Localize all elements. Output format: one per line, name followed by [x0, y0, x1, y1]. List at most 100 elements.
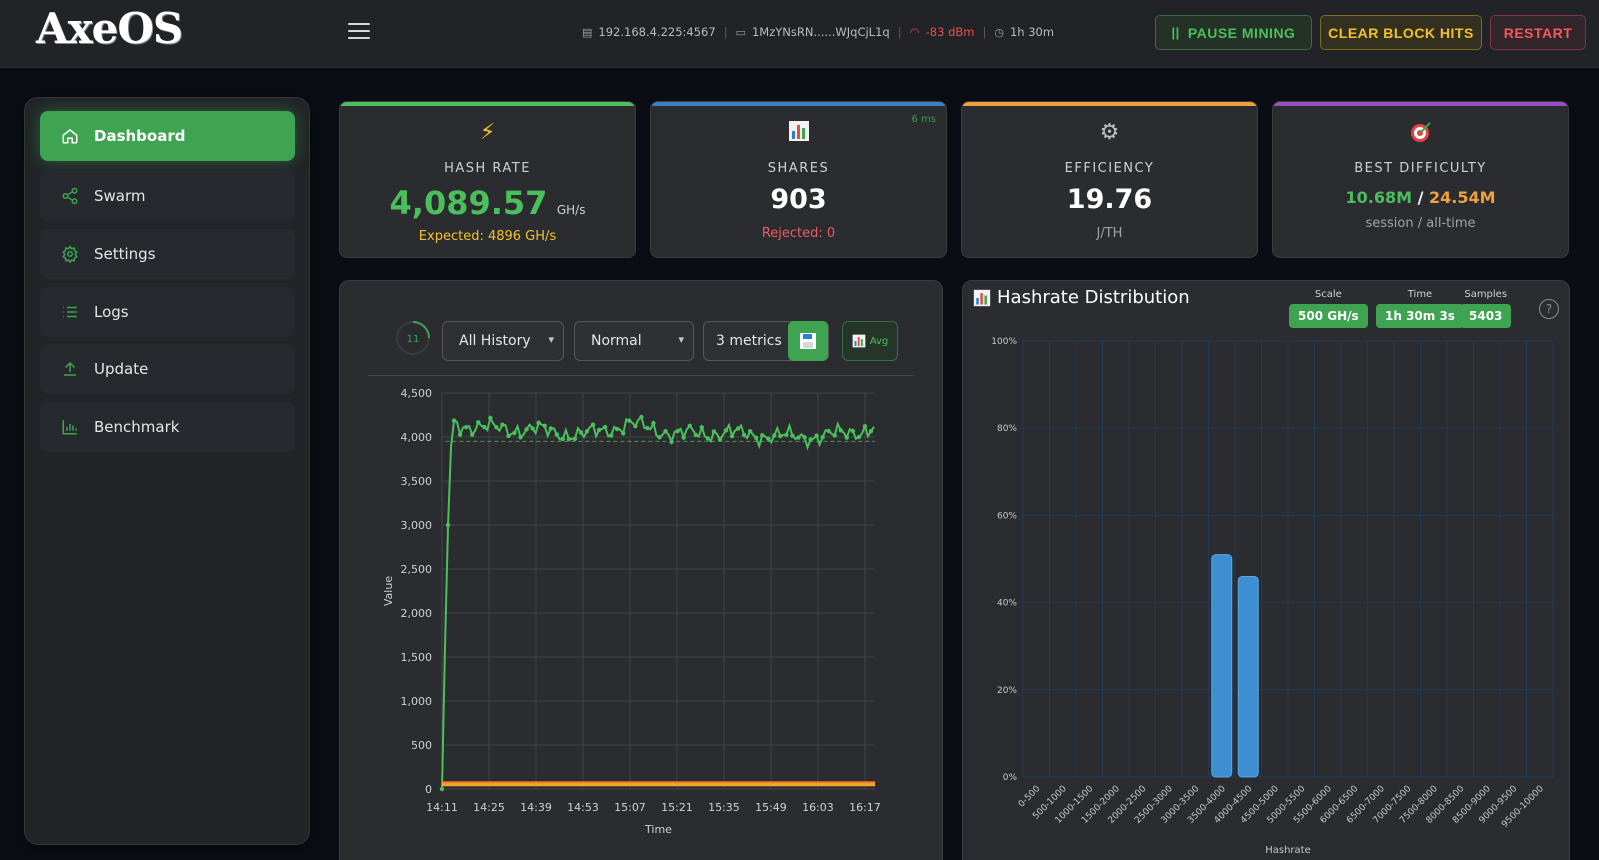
x-tick-label: 0-500: [1017, 784, 1043, 810]
sidebar-item-update[interactable]: Update: [40, 344, 295, 394]
y-tick-label: 4,000: [401, 431, 433, 444]
y-tick-label: 1,000: [401, 695, 433, 708]
scale-stat: Scale 500 GH/s: [1289, 289, 1368, 328]
hashrate-data-point: [602, 424, 608, 430]
hashrate-data-point: [790, 433, 795, 438]
menu-toggle-icon[interactable]: [348, 23, 370, 41]
shares-card: 6 ms SHARES 903 Rejected: 0: [650, 101, 947, 258]
ip-address: 192.168.4.225:4567: [598, 25, 716, 39]
device-status: ▤ 192.168.4.225:4567 | ▭ 1MzYNsRN......W…: [582, 25, 1054, 39]
distribution-bar: [1211, 554, 1233, 778]
hashrate-card: ⚡ HASH RATE 4,089.57 GH/s Expected: 4896…: [339, 101, 636, 258]
time-range-select[interactable]: All History ▾: [442, 321, 564, 361]
sidebar-item-benchmark[interactable]: Benchmark: [40, 402, 295, 452]
session-difficulty: 10.68M: [1345, 188, 1412, 207]
save-metrics-button[interactable]: [788, 321, 828, 361]
hashrate-data-point: [760, 432, 765, 438]
bar-chart-icon: [852, 334, 866, 348]
hashrate-distribution-panel: Hashrate Distribution Scale 500 GH/s Tim…: [962, 280, 1570, 860]
card-accent-line: [651, 102, 946, 106]
hashrate-data-point: [856, 434, 862, 440]
efficiency-card: ⚙ EFFICIENCY 19.76 J/TH: [961, 101, 1258, 258]
axeos-logo[interactable]: AxeOS: [36, 4, 183, 53]
help-icon[interactable]: ?: [1539, 299, 1559, 319]
floppy-disk-icon: [800, 333, 816, 349]
x-tick-label: 14:53: [567, 801, 599, 814]
x-tick-label: 15:35: [708, 801, 740, 814]
hashrate-data-point: [627, 418, 632, 423]
sidebar-item-label: Update: [94, 360, 149, 378]
x-tick-label: 14:25: [473, 801, 505, 814]
hashrate-data-point: [820, 435, 825, 440]
sidebar-item-settings[interactable]: Settings: [40, 229, 295, 279]
separator: /: [1417, 188, 1424, 207]
sidebar-item-label: Logs: [94, 303, 129, 321]
chevron-down-icon: ▾: [548, 333, 554, 346]
bar-chart-icon: [651, 120, 946, 148]
efficiency-unit: J/TH: [1096, 226, 1123, 241]
hashrate-data-point: [850, 428, 856, 434]
x-tick-label: 15:21: [661, 801, 693, 814]
hashrate-chart-panel: 11 All History ▾ Normal ▾ 3 metrics Avg …: [339, 280, 943, 860]
hashrate-data-point: [621, 431, 626, 436]
hashrate-data-point: [536, 420, 541, 426]
clear-block-hits-button[interactable]: CLEAR BLOCK HITS: [1320, 15, 1482, 50]
hashrate-data-point: [494, 424, 499, 430]
wallet-icon: ▭: [735, 25, 746, 39]
distribution-bar: [1237, 575, 1259, 778]
card-accent-line: [1273, 102, 1568, 106]
card-title: HASH RATE: [444, 161, 531, 176]
sidebar-item-label: Swarm: [94, 187, 146, 205]
sidebar-item-label: Settings: [94, 245, 156, 263]
hashrate-data-point: [705, 436, 711, 441]
network-icon: ▤: [582, 25, 593, 39]
chart-mode-select[interactable]: Normal ▾: [574, 321, 694, 361]
hashrate-data-point: [542, 423, 547, 429]
hashrate-data-point: [796, 435, 801, 440]
hashrate-data-point: [590, 422, 596, 427]
hashrate-data-point: [578, 430, 584, 435]
x-tick-label: 14:11: [426, 801, 458, 814]
difficulty-caption: session / all-time: [1365, 216, 1476, 231]
hashrate-data-point: [512, 430, 517, 436]
refresh-count: 11: [407, 334, 420, 345]
y-tick-label: 3,500: [401, 475, 433, 488]
hashrate-data-point: [663, 428, 668, 434]
y-axis-label: Value: [382, 576, 395, 606]
best-difficulty-card: BEST DIFFICULTY 10.68M / 24.54M session …: [1272, 101, 1569, 258]
y-tick-label: 0%: [1003, 773, 1018, 783]
hashrate-data-point: [723, 428, 729, 433]
y-tick-label: 2,000: [401, 607, 433, 620]
bar-chart-icon: [973, 289, 991, 306]
average-toggle-button[interactable]: Avg: [842, 321, 898, 361]
upload-icon: [60, 359, 80, 379]
y-tick-label: 0: [425, 783, 432, 796]
hashrate-data-point: [470, 432, 475, 437]
gear-icon: [60, 244, 80, 264]
list-icon: [60, 302, 80, 322]
x-tick-label: 14:39: [520, 801, 552, 814]
difficulty-values: 10.68M / 24.54M: [1273, 188, 1568, 207]
sidebar-item-logs[interactable]: Logs: [40, 287, 295, 337]
share-icon: [60, 186, 80, 206]
hashrate-data-point: [772, 433, 777, 438]
hashrate-line-chart: 0 500 1,000 1,500 2,000 2,500 3,000 3,500 4,000 4…: [382, 387, 881, 836]
hashrate-data-point: [741, 432, 747, 438]
hashrate-data-point: [482, 424, 487, 430]
hashrate-data-point: [560, 436, 566, 442]
card-title: EFFICIENCY: [1064, 161, 1155, 176]
hashrate-data-point: [778, 433, 783, 439]
separator: |: [723, 25, 728, 39]
pause-mining-label: PAUSE MINING: [1187, 24, 1296, 41]
hashrate-data-point: [439, 786, 445, 792]
efficiency-value: 19.76: [1066, 184, 1153, 215]
hashrate-data-point: [669, 439, 674, 445]
restart-button[interactable]: RESTART: [1490, 15, 1586, 50]
hashrate-data-point: [808, 437, 813, 442]
sidebar-item-swarm[interactable]: Swarm: [40, 171, 295, 221]
hashrate-data-point: [729, 433, 735, 439]
pause-mining-button[interactable]: || PAUSE MINING: [1155, 15, 1312, 50]
chart-mode-value: Normal: [591, 333, 642, 349]
samples-stat: Samples 5403: [1460, 289, 1512, 328]
sidebar-item-dashboard[interactable]: Dashboard: [40, 111, 295, 161]
